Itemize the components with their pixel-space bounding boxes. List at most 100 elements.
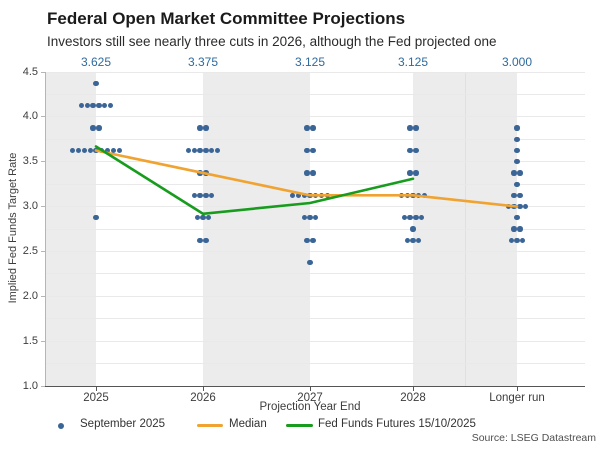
projection-dot bbox=[517, 192, 523, 198]
y-axis-line bbox=[45, 72, 46, 386]
x-axis-line bbox=[45, 386, 585, 387]
gridline bbox=[45, 228, 585, 230]
projection-dot bbox=[304, 147, 310, 154]
projection-dot bbox=[514, 215, 520, 221]
projection-dot bbox=[413, 170, 419, 176]
projection-dot bbox=[304, 125, 310, 131]
projection-dot bbox=[304, 170, 310, 176]
projection-dot bbox=[87, 147, 93, 154]
top-median-label: 3.125 bbox=[397, 55, 429, 69]
gridline bbox=[45, 318, 585, 320]
projection-dot bbox=[401, 215, 407, 221]
top-median-label: 3.625 bbox=[80, 55, 112, 69]
y-axis-title: Implied Fed Funds Target Rate bbox=[7, 152, 19, 304]
projection-dot bbox=[93, 80, 99, 86]
projection-dot bbox=[117, 147, 123, 154]
x-tick bbox=[96, 387, 97, 391]
gridline bbox=[45, 295, 585, 297]
projection-dot bbox=[416, 237, 422, 243]
projection-dot bbox=[508, 237, 514, 243]
x-tick bbox=[413, 387, 414, 391]
x-tick-label: 2026 bbox=[190, 392, 216, 404]
projection-dot bbox=[185, 147, 191, 154]
source-credit: Source: LSEG Datastream bbox=[471, 432, 596, 444]
projection-dot bbox=[523, 203, 529, 210]
x-tick-label: 2028 bbox=[400, 392, 426, 404]
projection-dot bbox=[410, 237, 416, 243]
legend-dot-marker bbox=[58, 423, 64, 429]
projection-dot bbox=[514, 136, 520, 142]
projection-dot bbox=[206, 215, 212, 221]
legend-futures-line-marker bbox=[286, 424, 313, 427]
projection-dot bbox=[191, 147, 197, 154]
projection-dot bbox=[203, 125, 209, 131]
projection-dot bbox=[407, 125, 413, 131]
projection-dot bbox=[511, 203, 517, 210]
x-tick bbox=[203, 387, 204, 391]
projection-dot bbox=[319, 192, 325, 198]
projection-dot bbox=[419, 215, 425, 221]
projection-dot bbox=[93, 215, 99, 221]
projection-dot bbox=[197, 170, 203, 176]
projection-dot bbox=[505, 203, 511, 210]
projection-dot bbox=[307, 192, 313, 198]
projection-dot bbox=[511, 192, 517, 198]
projection-dot bbox=[81, 147, 87, 154]
projection-dot bbox=[301, 215, 307, 221]
projection-dot bbox=[105, 147, 111, 154]
projection-dot bbox=[517, 226, 523, 232]
gridline bbox=[45, 363, 585, 365]
y-tick-label: 1.0 bbox=[22, 379, 38, 392]
projection-dot bbox=[325, 192, 331, 198]
projection-dot bbox=[295, 192, 301, 198]
projection-dot bbox=[289, 192, 295, 198]
gridline bbox=[45, 71, 585, 73]
projection-dot bbox=[514, 237, 520, 243]
projection-dot bbox=[197, 147, 203, 154]
projection-dot bbox=[69, 147, 75, 154]
projection-dot bbox=[197, 125, 203, 131]
projection-dot bbox=[108, 103, 114, 109]
projection-dot bbox=[410, 192, 416, 198]
gridline bbox=[45, 250, 585, 252]
projection-dot bbox=[203, 170, 209, 176]
projection-dot bbox=[93, 147, 99, 154]
chart-title: Federal Open Market Committee Projection… bbox=[47, 9, 406, 28]
y-tick-label: 1.5 bbox=[22, 334, 38, 347]
projection-dot bbox=[304, 237, 310, 243]
gridline bbox=[45, 206, 585, 208]
projection-dot bbox=[90, 103, 96, 109]
projection-dot bbox=[310, 125, 316, 131]
projection-dot bbox=[514, 159, 520, 165]
projection-dot bbox=[194, 215, 200, 221]
projection-dot bbox=[307, 215, 313, 221]
projection-dot bbox=[200, 215, 206, 221]
y-tick-label: 2.5 bbox=[22, 244, 38, 257]
projection-dot bbox=[307, 260, 313, 266]
projection-dot bbox=[514, 147, 520, 154]
gridline bbox=[45, 138, 585, 140]
y-tick-label: 4.0 bbox=[22, 110, 38, 123]
projection-dot bbox=[111, 147, 117, 154]
gridline bbox=[45, 273, 585, 275]
y-tick bbox=[41, 71, 45, 73]
projection-dot bbox=[413, 147, 419, 154]
projection-dot bbox=[511, 226, 517, 232]
y-tick bbox=[41, 295, 45, 297]
gridline bbox=[45, 161, 585, 163]
projection-dot bbox=[75, 147, 81, 154]
projection-dot bbox=[310, 170, 316, 176]
y-tick bbox=[41, 250, 45, 252]
y-tick bbox=[41, 206, 45, 208]
projection-dot bbox=[413, 215, 419, 221]
y-tick-label: 3.0 bbox=[22, 200, 38, 213]
projection-dot bbox=[96, 125, 102, 131]
top-median-label: 3.000 bbox=[501, 55, 533, 69]
projection-dot bbox=[203, 192, 209, 198]
legend-label-futures: Fed Funds Futures 15/10/2025 bbox=[318, 418, 476, 430]
projection-dot bbox=[310, 237, 316, 243]
top-median-label: 3.375 bbox=[187, 55, 219, 69]
y-tick-label: 2.0 bbox=[22, 289, 38, 302]
legend: September 2025 Median Fed Funds Futures … bbox=[0, 418, 600, 434]
